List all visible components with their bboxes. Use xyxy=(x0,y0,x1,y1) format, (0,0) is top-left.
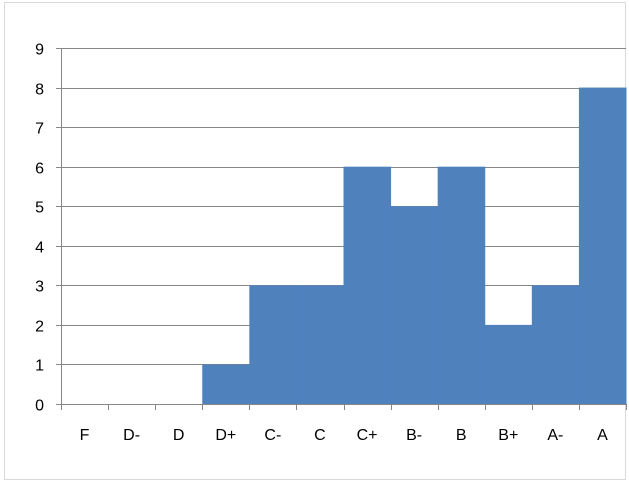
y-tick-label: 0 xyxy=(35,398,44,415)
x-tick-label: C- xyxy=(264,427,281,444)
y-tick-label: 1 xyxy=(35,358,44,375)
y-tick-label: 4 xyxy=(35,240,44,257)
bar-C+ xyxy=(343,166,392,404)
y-tick-label: 2 xyxy=(35,319,44,336)
y-tick-label: 8 xyxy=(35,82,44,99)
x-tick-label: C xyxy=(314,427,326,444)
x-tick-label: A xyxy=(597,427,608,444)
x-tick-labels: F D- D D+ C- C C+ B- B B+ A- A xyxy=(80,427,608,444)
x-tick-label: F xyxy=(80,427,90,444)
bar-A xyxy=(578,87,627,404)
axes xyxy=(56,48,627,410)
y-tick-label: 5 xyxy=(35,200,44,217)
x-tick-label: B+ xyxy=(498,427,518,444)
x-tick-label: D- xyxy=(123,427,140,444)
bar-B xyxy=(437,166,486,404)
y-tick-label: 7 xyxy=(35,121,44,138)
x-tick-label: D+ xyxy=(215,427,236,444)
bar-D+ xyxy=(202,364,250,404)
x-tick-label: C+ xyxy=(357,427,378,444)
y-tick-labels: 0 1 2 3 4 5 6 7 8 9 xyxy=(35,42,44,415)
bar-A- xyxy=(531,285,580,404)
y-tick-label: 6 xyxy=(35,161,44,178)
x-tick-label: B- xyxy=(406,427,422,444)
bars xyxy=(202,87,627,404)
bar-B- xyxy=(390,206,439,404)
bar-B+ xyxy=(484,324,533,404)
x-tick-label: D xyxy=(173,427,185,444)
bar-C xyxy=(296,285,344,404)
bar-C- xyxy=(249,285,297,404)
x-tick-label: A- xyxy=(547,427,563,444)
y-tick-label: 3 xyxy=(35,279,44,296)
y-tick-label: 9 xyxy=(35,42,44,59)
x-tick-label: B xyxy=(456,427,467,444)
